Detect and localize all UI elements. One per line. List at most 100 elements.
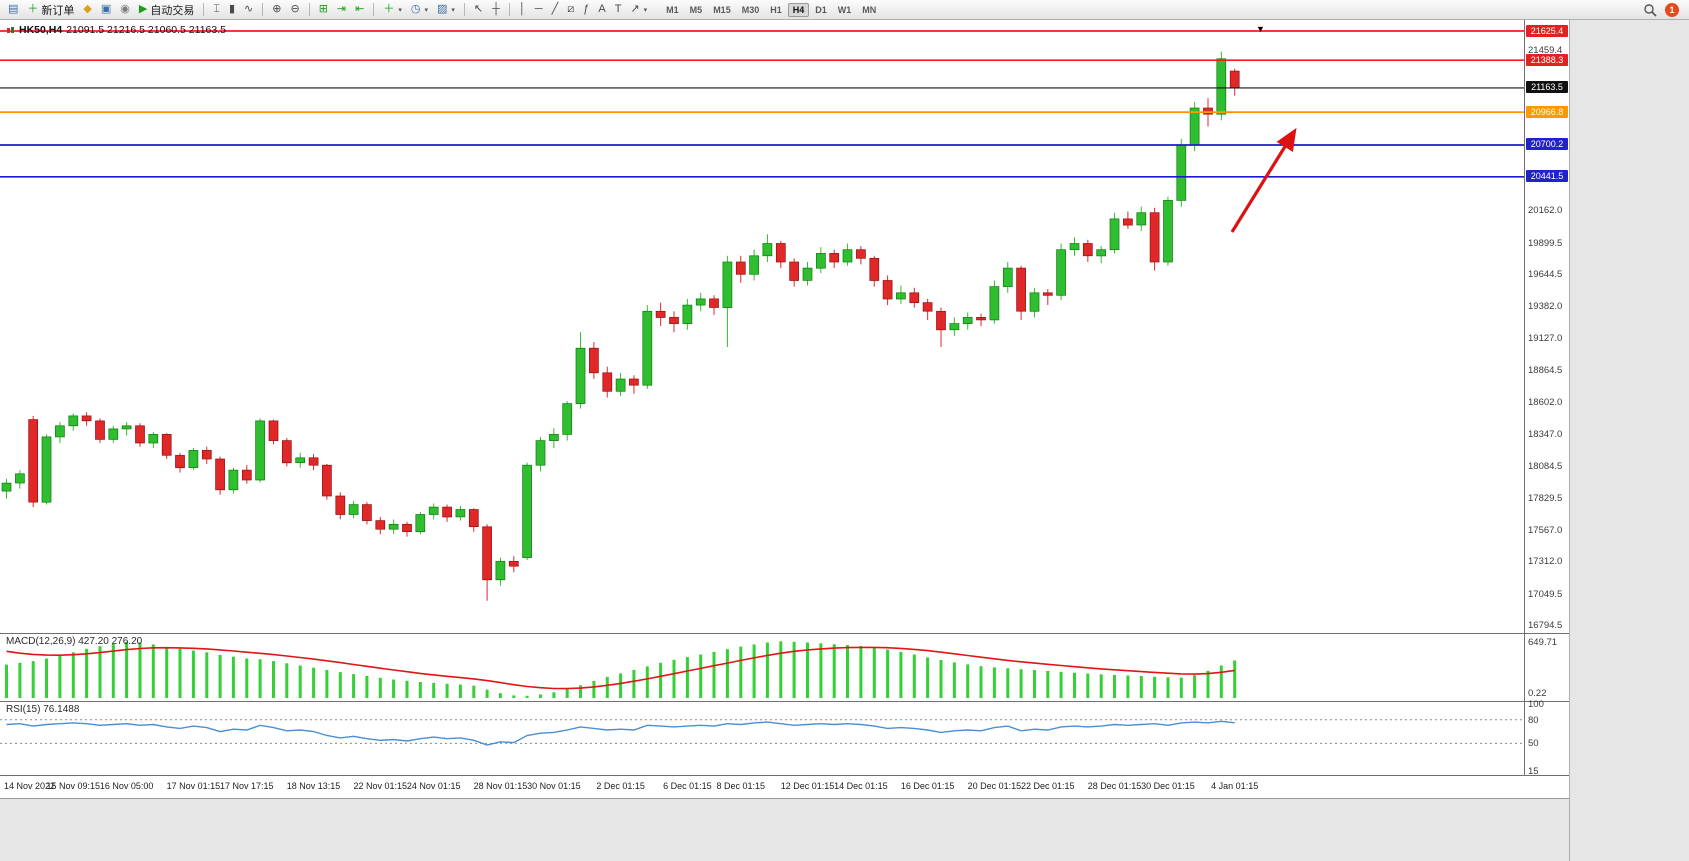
macd-histogram-bar [1099,674,1103,698]
new-chart-button[interactable]: ▤ [4,1,22,18]
vertical-line-tool-icon: │ [518,3,526,15]
timeframe-bar: M1 M5 M15 M30 H1 H4 D1 W1 MN [661,2,881,17]
channel-tool-button[interactable]: ⧄ [563,1,578,18]
templates-button[interactable]: ▨ ▾ [433,1,459,18]
autotrading-button[interactable]: ▶ 自动交易 [135,1,198,18]
trend-arrow-annotation[interactable] [1230,127,1297,233]
macd-histogram-bar [725,649,729,698]
candle-bullish [1216,58,1227,115]
rsi-plot[interactable] [0,702,1524,775]
macd-label: MACD(12,26,9) 427.20 276.20 [6,636,142,647]
macd-histogram-bar [859,646,863,698]
time-label: 2 Dec 01:15 [596,781,645,791]
candle-bullish [522,464,532,558]
auto-scroll-button[interactable]: ⇥ [333,1,350,18]
label-tool-button[interactable]: T [611,1,626,18]
cursor-tool-button[interactable]: ↖ [470,1,487,18]
candle-bullish [1189,107,1200,146]
price-badge-21625.4: 21625.4 [1526,24,1568,37]
vertical-line-tool-button[interactable]: │ [515,1,530,18]
panel-divider[interactable] [0,775,1569,776]
candle-bearish [629,378,639,386]
profiles-button[interactable]: ◆ [79,1,95,18]
zoom-out-icon: ⊖ [290,3,300,15]
candle-bearish [1042,292,1053,296]
arrows-tool-icon: ↗ [630,3,640,15]
price-badge-21163.5: 21163.5 [1526,81,1568,94]
timeframe-d1-button[interactable]: D1 [810,3,832,17]
market-watch-icon: ◉ [120,3,130,15]
toolbar-separator [308,3,310,16]
new-order-button[interactable]: ＋新订单 [23,1,78,18]
timeframe-m5-button[interactable]: M5 [685,3,708,17]
price-badge-20966.8: 20966.8 [1526,105,1568,118]
periods-button[interactable]: ◷ ▾ [407,1,432,18]
time-axis[interactable]: 14 Nov 2022 15 Nov 09:15 16 Nov 05:00 17 No… [0,776,1524,798]
candle-bearish [709,298,719,308]
macd-histogram-bar [472,685,476,698]
candle-bearish [281,440,292,464]
candle-bullish [415,514,426,533]
zoom-in-button[interactable]: ⊕ [268,1,285,18]
bar-chart-type-button[interactable]: ⌶ [209,1,224,18]
price-badge-21388.3: 21388.3 [1526,53,1568,66]
candle-bullish [15,473,25,484]
indicators-button[interactable]: ＋ ▾ [379,1,406,18]
macd-histogram-bar [819,643,823,698]
candle-bullish [295,457,306,464]
text-tool-button[interactable]: A [594,1,609,18]
macd-histogram-bar [458,684,462,698]
macd-histogram-bar [298,665,302,698]
zoom-out-button[interactable]: ⊖ [286,1,303,18]
macd-plot[interactable] [0,634,1524,701]
panel-divider[interactable] [0,701,1569,702]
timeframe-mn-button[interactable]: MN [857,3,881,17]
chart-shift-button[interactable]: ⇤ [351,1,368,18]
timeframe-m15-button[interactable]: M15 [708,3,736,17]
macd-histogram-bar [1193,675,1197,698]
notification-badge[interactable]: 1 [1665,2,1679,17]
macd-values: 427.20 276.20 [78,636,143,647]
panel-divider[interactable] [0,633,1569,634]
candle-bearish [28,419,39,503]
new-order-icon: ＋ [27,3,39,15]
line-chart-type-button[interactable]: ∿ [240,1,257,18]
horizontal-line-tool-button[interactable]: ─ [531,1,547,18]
charts-window-button[interactable]: ▣ [97,1,115,18]
object-anchor-icon[interactable]: ▼ [1256,24,1265,34]
time-label: 4 Jan 01:15 [1211,781,1259,791]
macd-histogram-bar [338,672,342,698]
tile-windows-button[interactable]: ⊞ [315,1,332,18]
candle-bullish [949,323,960,331]
time-label: 28 Dec 01:15 [1087,781,1142,791]
trendline-tool-button[interactable]: ╱ [548,1,563,18]
candle-bearish [655,310,666,318]
zoom-in-icon: ⊕ [272,3,282,15]
search-icon[interactable] [1643,3,1657,17]
timeframe-w1-button[interactable]: W1 [833,3,857,17]
macd-signal-line [6,646,1235,690]
price-tick: 17829.5 [1528,492,1563,504]
timeframe-m30-button[interactable]: M30 [737,3,765,17]
macd-histogram-bar [699,654,703,698]
time-label: 22 Nov 01:15 [353,781,408,791]
price-scale[interactable]: 21459.4 20162.0 19899.5 19644.5 19382.0 19127… [1525,20,1569,776]
fibonacci-tool-button[interactable]: ƒ [579,1,593,18]
macd-histogram-bar [418,682,422,698]
main-chart-plot[interactable] [0,20,1524,633]
macd-histogram-bar [792,641,796,698]
timeframe-h1-button[interactable]: H1 [765,3,787,17]
toolbar-separator [203,3,205,16]
timeframe-m1-button[interactable]: M1 [661,3,684,17]
time-label: 8 Dec 01:15 [716,781,766,791]
candle-bearish [1229,70,1240,89]
macd-histogram-bar [312,667,316,698]
arrows-tool-button[interactable]: ↗ ▾ [626,1,651,18]
crosshair-tool-button[interactable]: ┼ [488,1,504,18]
candlestick-chart-type-button[interactable]: ▮ [225,1,239,18]
price-tick: 21459.4 [1528,45,1563,57]
chart-title: HK50,H4 21091.5 21216.5 21060.5 21163.5 [6,24,226,36]
market-watch-button[interactable]: ◉ [116,1,134,18]
candle-bullish [1002,267,1013,287]
timeframe-h4-button[interactable]: H4 [787,2,810,17]
